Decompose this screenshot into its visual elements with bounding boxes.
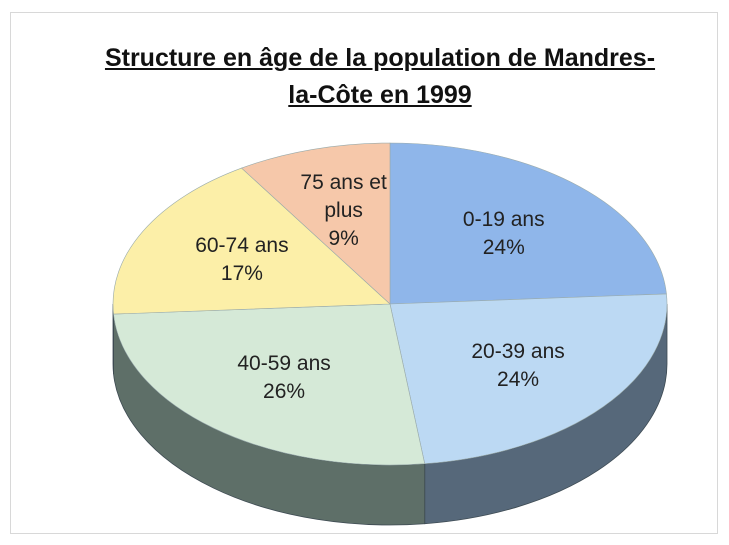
slice-label: 40-59 ans 26% (209, 350, 359, 406)
slice-label: 0-19 ans 24% (429, 206, 579, 262)
frame (10, 12, 718, 534)
chart-title: Structure en âge de la population de Man… (104, 44, 656, 109)
pie-slice (389, 142, 667, 305)
value-label: 17% (220, 262, 263, 286)
category-label: 0-19 ans (462, 207, 545, 231)
slice-label: 20-39 ans 24% (443, 338, 593, 394)
category-label: 60-74 ans (195, 234, 289, 258)
pie-slice (113, 303, 426, 466)
pie-slice (112, 167, 391, 315)
pie-slice (241, 142, 391, 305)
category-label: 20-39 ans (471, 339, 565, 363)
slice-label: 75 ans et plus 9% (289, 169, 399, 253)
value-label: 26% (263, 380, 306, 404)
value-label: 24% (482, 235, 525, 259)
category-label: 40-59 ans (237, 352, 331, 376)
pie-slice (389, 293, 668, 465)
value-label: 9% (328, 227, 359, 251)
category-label: 75 ans et plus (300, 171, 387, 223)
slice-label: 60-74 ans 17% (167, 232, 317, 288)
value-label: 24% (497, 367, 540, 391)
